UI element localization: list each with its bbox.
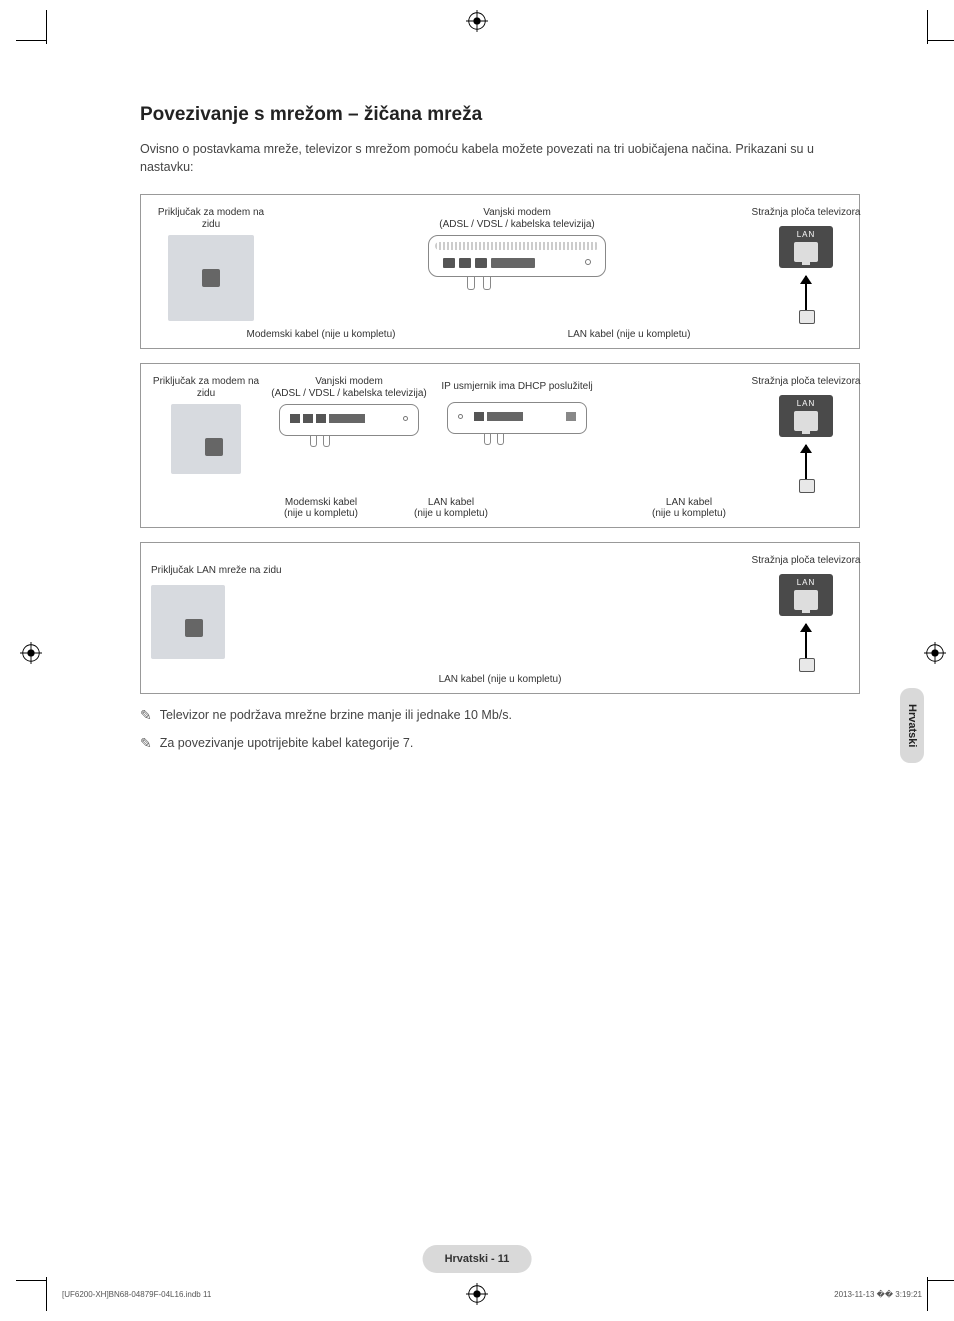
lan-cable-caption: LAN kabel (nije u kompletu): [499, 329, 759, 340]
arrow-up-icon: [805, 276, 807, 320]
arrow-up-icon: [805, 624, 807, 668]
lan-port-icon: LAN: [779, 226, 833, 268]
note-item: ✎ Televizor ne podržava mrežne brzine ma…: [140, 708, 860, 722]
lan-port-text: LAN: [779, 399, 833, 408]
note-text: Televizor ne podržava mrežne brzine manj…: [160, 708, 512, 722]
wall-plate-icon: [151, 585, 225, 659]
external-modem-label: Vanjski modem: [315, 376, 383, 388]
modem-icon: [279, 404, 419, 436]
tv-back-label: Stražnja ploča televizora: [752, 376, 861, 387]
diagram-2: Priključak za modem na zidu Vanjski mode…: [140, 363, 860, 528]
lan-port-icon: LAN: [779, 395, 833, 437]
note-text: Za povezivanje upotrijebite kabel katego…: [160, 736, 414, 750]
crop-mark-icon: [46, 1277, 47, 1311]
footer-timestamp: 2013-11-13 �� 3:19:21: [834, 1290, 922, 1299]
lan-cable-caption: LAN kabel (nije u kompletu): [151, 674, 849, 685]
wall-plate-icon: [168, 235, 254, 321]
external-modem-sublabel: (ADSL / VDSL / kabelska televizija): [439, 219, 594, 231]
lan-cable-caption-line2: (nije u kompletu): [381, 508, 521, 519]
lan-port-text: LAN: [779, 578, 833, 587]
lan-cable-caption-line2: (nije u kompletu): [619, 508, 759, 519]
note-icon: ✎: [140, 736, 152, 750]
wall-lan-label: Priključak LAN mreže na zidu: [151, 555, 282, 577]
page-content: Povezivanje s mrežom – žičana mreža Ovis…: [140, 104, 860, 750]
crop-mark-icon: [46, 10, 47, 44]
registration-mark-icon: [466, 1283, 488, 1305]
registration-mark-icon: [924, 642, 946, 664]
registration-mark-icon: [466, 10, 488, 32]
intro-text: Ovisno o postavkama mreže, televizor s m…: [140, 140, 860, 176]
crop-mark-icon: [16, 1280, 46, 1281]
wall-plate-icon: [171, 404, 241, 474]
crop-mark-icon: [927, 1277, 928, 1311]
note-item: ✎ Za povezivanje upotrijebite kabel kate…: [140, 736, 860, 750]
lan-port-text: LAN: [779, 230, 833, 239]
modem-icon: [428, 235, 606, 277]
router-icon: [447, 402, 587, 434]
note-icon: ✎: [140, 708, 152, 722]
wall-modem-label: Priključak za modem na zidu: [151, 207, 271, 231]
lan-port-icon: LAN: [779, 574, 833, 616]
lan-cable-caption-line1: LAN kabel: [381, 497, 521, 508]
modem-cable-caption: Modemski kabel (nije u kompletu): [151, 329, 431, 340]
crop-mark-icon: [928, 1280, 954, 1281]
crop-mark-icon: [927, 10, 928, 44]
diagram-1: Priključak za modem na zidu Vanjski mode…: [140, 194, 860, 349]
crop-mark-icon: [928, 40, 954, 41]
tv-back-label: Stražnja ploča televizora: [752, 555, 861, 566]
lan-cable-caption-line1: LAN kabel: [619, 497, 759, 508]
modem-cable-caption-line1: Modemski kabel: [261, 497, 381, 508]
page-number-pill: Hrvatski - 11: [423, 1245, 532, 1273]
crop-mark-icon: [16, 40, 46, 41]
external-modem-sublabel: (ADSL / VDSL / kabelska televizija): [271, 388, 426, 400]
footer-filename: [UF6200-XH]BN68-04879F-04L16.indb 11: [62, 1290, 211, 1299]
diagram-3: Priključak LAN mreže na zidu Stražnja pl…: [140, 542, 860, 694]
registration-mark-icon: [20, 642, 42, 664]
page-heading: Povezivanje s mrežom – žičana mreža: [140, 104, 860, 126]
language-tab: Hrvatski: [900, 688, 924, 763]
modem-cable-caption-line2: (nije u kompletu): [261, 508, 381, 519]
wall-modem-label: Priključak za modem na zidu: [151, 376, 261, 400]
tv-back-label: Stražnja ploča televizora: [752, 207, 861, 218]
router-label: IP usmjernik ima DHCP poslužitelj: [441, 381, 592, 393]
arrow-up-icon: [805, 445, 807, 489]
external-modem-label: Vanjski modem: [483, 207, 551, 219]
